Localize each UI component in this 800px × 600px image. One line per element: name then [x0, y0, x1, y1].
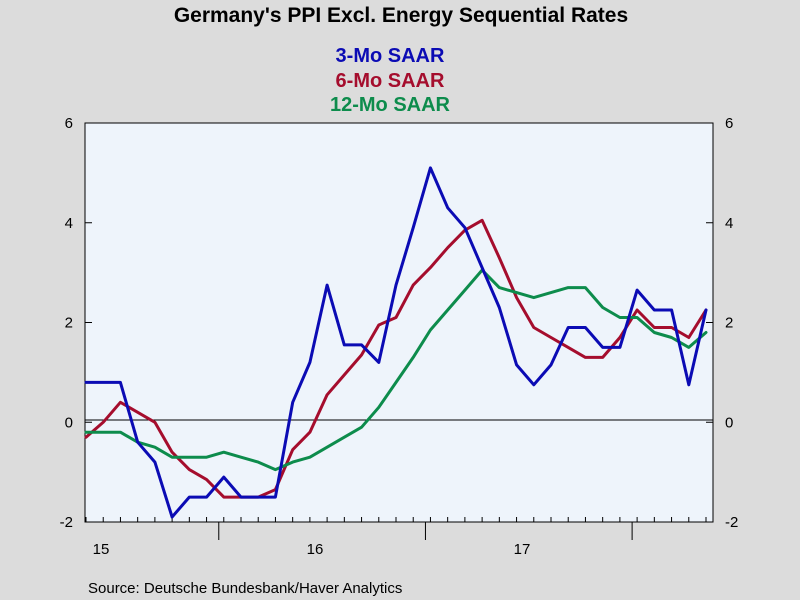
y-tick-label-left: 2: [65, 315, 73, 332]
y-tick-label-right: 2: [725, 315, 733, 332]
source-note: Source: Deutsche Bundesbank/Haver Analyt…: [88, 580, 402, 597]
plot-area: [84, 122, 714, 523]
legend-12mo: 12-Mo SAAR: [330, 94, 451, 116]
series-line-6mo: [84, 218, 708, 499]
chart-title: Germany's PPI Excl. Energy Sequential Ra…: [174, 4, 628, 27]
series-lines: [84, 166, 708, 519]
y-tick-label-right: -2: [725, 514, 738, 531]
y-tick-label-right: 0: [725, 414, 733, 431]
y-tick-label-right: 4: [725, 215, 733, 232]
series-line-12mo: [84, 268, 708, 472]
y-tick-label-left: -2: [60, 514, 73, 531]
y-tick-label-left: 0: [65, 414, 73, 431]
y-tick-label-right: 6: [725, 115, 733, 132]
legend-3mo: 3-Mo SAAR: [336, 45, 445, 67]
y-axis-left: 6 4 2 0 -2: [60, 115, 92, 531]
x-tick-label-17: 17: [514, 541, 531, 558]
y-tick-label-left: 4: [65, 215, 73, 232]
series-line-3mo: [84, 166, 708, 519]
x-tick-label-15: 15: [93, 541, 110, 558]
legend-6mo: 6-Mo SAAR: [336, 70, 445, 92]
x-tick-label-16: 16: [307, 541, 324, 558]
y-tick-label-left: 6: [65, 115, 73, 132]
y-axis-right: 6 4 2 0 -2: [706, 115, 738, 531]
